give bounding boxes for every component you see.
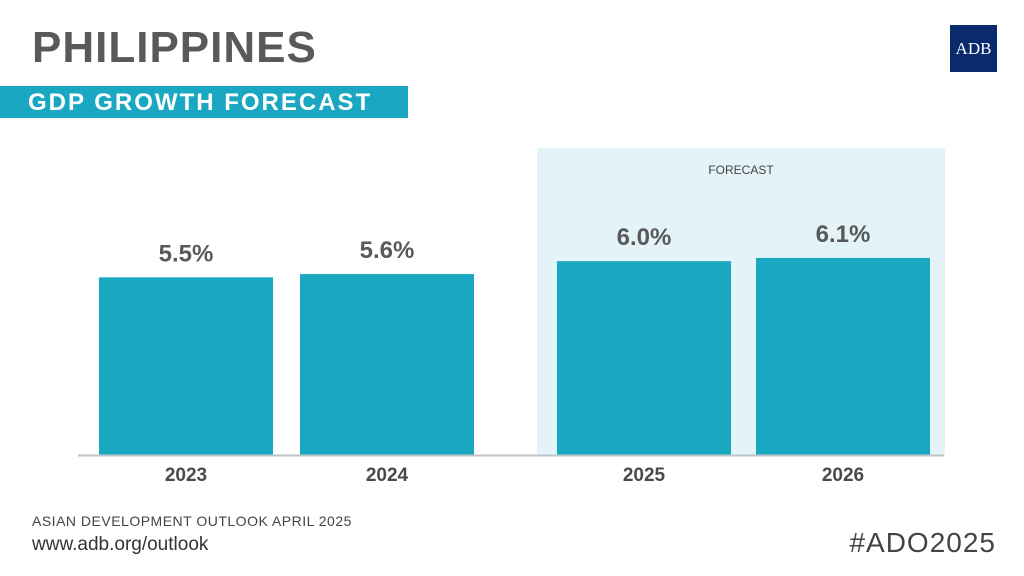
bar-2025 [557,261,731,455]
hashtag: #ADO2025 [849,527,996,558]
data-label-2025: 6.0% [617,224,672,251]
data-label-2023: 5.5% [159,240,214,267]
bar-2023 [99,277,273,455]
x-tick-label-2024: 2024 [366,465,409,486]
page-title: PHILIPPINES [32,23,317,72]
bar-2024 [300,274,474,455]
x-tick-label-2023: 2023 [165,465,207,486]
data-label-2026: 6.1% [816,221,871,248]
subtitle-band [0,86,408,118]
x-tick-label-2025: 2025 [623,465,666,486]
source-note: ASIAN DEVELOPMENT OUTLOOK APRIL 2025 [32,513,352,529]
forecast-label: FORECAST [708,163,774,177]
outlook-link[interactable]: www.adb.org/outlook [32,534,209,555]
data-label-2024: 5.6% [360,237,415,264]
adb-logo[interactable]: ADB [950,25,997,72]
x-tick-label-2026: 2026 [822,465,864,486]
chart-subtitle: GDP GROWTH FORECAST [28,89,373,116]
bar-2026 [756,257,930,455]
